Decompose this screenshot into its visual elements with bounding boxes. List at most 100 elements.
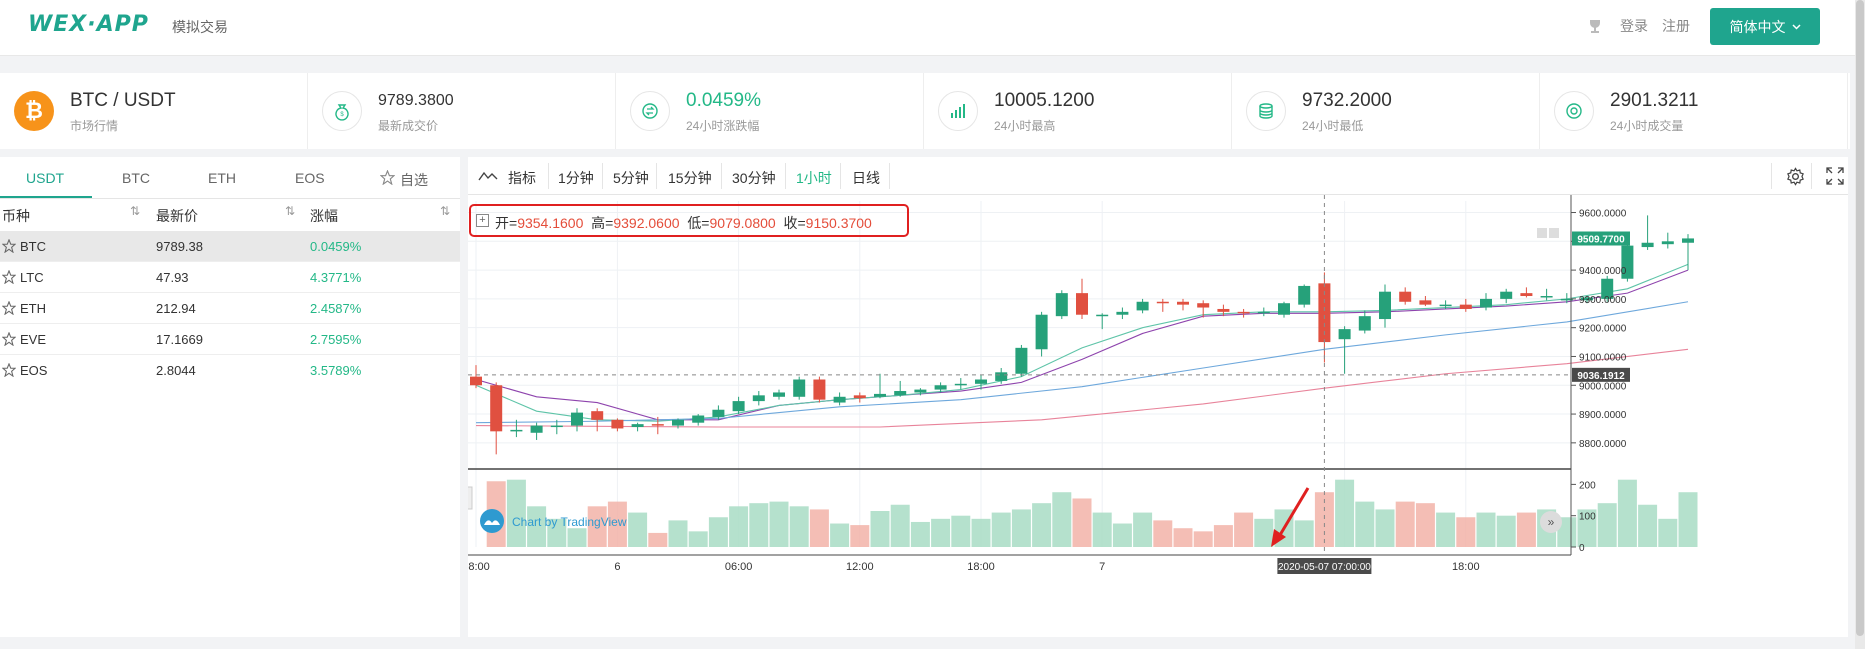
change-label: 24小时涨跌幅 bbox=[686, 119, 760, 133]
page-scrollbar-thumb[interactable] bbox=[1856, 0, 1864, 636]
ohlc-high-label: 高= bbox=[591, 215, 614, 231]
toolbar-divider bbox=[785, 163, 786, 189]
series-flag-icon bbox=[1537, 228, 1547, 238]
logo[interactable]: WEX·APP bbox=[28, 12, 149, 37]
coin-name: EVE bbox=[20, 332, 47, 347]
star-icon[interactable] bbox=[380, 170, 395, 185]
stat-last-price: $ 9789.3800 最新成交价 bbox=[308, 73, 616, 149]
volume-bar bbox=[850, 525, 870, 547]
fullscreen-icon[interactable] bbox=[1826, 167, 1844, 185]
candle-body bbox=[1682, 238, 1694, 243]
volume-bar bbox=[1516, 512, 1536, 547]
settings-gear-icon[interactable] bbox=[1786, 167, 1805, 186]
sort-icon[interactable]: ⇅ bbox=[285, 204, 296, 218]
volume-bar bbox=[971, 518, 991, 547]
stat-volume: 2901.3211 24小时成交量 bbox=[1540, 73, 1848, 149]
volume-bar bbox=[991, 512, 1011, 547]
tab-favorites[interactable]: 自选 bbox=[400, 172, 428, 188]
market-row-btc[interactable]: BTC 9789.38 0.0459% bbox=[0, 231, 460, 262]
candle-body bbox=[1035, 314, 1048, 350]
last-price-text: 9509.7700 bbox=[1577, 234, 1625, 245]
candle-body bbox=[1500, 291, 1513, 299]
market-list-panel: USDT BTC ETH EOS 自选 币种 ⇅ 最新价 ⇅ 涨幅 ⇅ BTC … bbox=[0, 157, 460, 637]
sort-icon[interactable]: ⇅ bbox=[130, 204, 141, 218]
last-price-label: 最新成交价 bbox=[378, 119, 439, 133]
candle-body bbox=[490, 385, 503, 432]
tab-usdt[interactable]: USDT bbox=[26, 170, 65, 186]
candle-body bbox=[1257, 311, 1270, 314]
star-icon[interactable] bbox=[2, 332, 16, 346]
chart-grid bbox=[468, 201, 1570, 547]
volume-bar bbox=[1597, 503, 1617, 547]
tab-btc[interactable]: BTC bbox=[122, 170, 150, 186]
star-icon[interactable] bbox=[2, 270, 16, 284]
market-row-ltc[interactable]: LTC 47.93 4.3771% bbox=[0, 262, 460, 293]
candle-body bbox=[651, 424, 664, 426]
trophy-icon[interactable] bbox=[1588, 18, 1602, 34]
candle-body bbox=[1661, 241, 1674, 245]
indicator-icon[interactable] bbox=[478, 170, 498, 182]
ohlc-open-label: 开= bbox=[495, 215, 518, 231]
volume-bar bbox=[729, 506, 749, 547]
market-row-eve[interactable]: EVE 17.1669 2.7595% bbox=[0, 324, 460, 355]
candle-body bbox=[510, 429, 523, 432]
collapse-handle bbox=[468, 486, 473, 510]
coin-change: 0.0459% bbox=[310, 239, 362, 254]
interval-15min[interactable]: 15分钟 bbox=[668, 170, 712, 186]
volume-bar bbox=[1638, 504, 1658, 547]
pair-name: BTC / USDT bbox=[70, 90, 176, 111]
coin-change: 2.4587% bbox=[310, 301, 362, 316]
register-link[interactable]: 注册 bbox=[1662, 18, 1690, 34]
last-price-value: 9789.3800 bbox=[378, 92, 454, 109]
candle-body bbox=[611, 419, 624, 429]
candle-body bbox=[934, 385, 947, 390]
time-axis-label: 06:00 bbox=[725, 561, 753, 573]
indicators-button[interactable]: 指标 bbox=[508, 170, 536, 186]
tab-eth[interactable]: ETH bbox=[208, 170, 236, 186]
volume-bar bbox=[1254, 518, 1274, 547]
interval-1hour[interactable]: 1小时 bbox=[796, 170, 832, 186]
login-link[interactable]: 登录 bbox=[1620, 18, 1648, 34]
sort-icon[interactable]: ⇅ bbox=[440, 204, 451, 218]
price-axis-label: 9000.0000 bbox=[1579, 381, 1627, 392]
coin-price: 17.1669 bbox=[156, 332, 203, 347]
interval-30min[interactable]: 30分钟 bbox=[732, 170, 776, 186]
market-row-eth[interactable]: ETH 212.94 2.4587% bbox=[0, 293, 460, 324]
active-tab-indicator bbox=[0, 196, 92, 198]
volume-bar bbox=[1456, 517, 1476, 547]
nav-simulated-trading[interactable]: 模拟交易 bbox=[172, 19, 228, 35]
market-tabs: USDT BTC ETH EOS 自选 bbox=[0, 157, 460, 199]
star-icon[interactable] bbox=[2, 239, 16, 253]
market-row-eos[interactable]: EOS 2.8044 3.5789% bbox=[0, 355, 460, 386]
candle-body bbox=[1136, 301, 1149, 311]
series-flag-icon bbox=[1549, 228, 1559, 238]
interval-5min[interactable]: 5分钟 bbox=[613, 170, 649, 186]
time-axis-label: 7 bbox=[1099, 561, 1105, 573]
candle-body bbox=[1480, 298, 1492, 308]
volume-bar bbox=[1112, 523, 1132, 547]
candle-body bbox=[1116, 311, 1129, 315]
interval-1min[interactable]: 1分钟 bbox=[558, 170, 594, 186]
candle-body bbox=[1217, 308, 1230, 312]
chart-panel: 指标 1分钟 5分钟 15分钟 30分钟 1小时 日线 9600.0000 950… bbox=[468, 157, 1848, 637]
star-icon[interactable] bbox=[2, 301, 16, 315]
ohlc-close: 9150.3700 bbox=[805, 215, 872, 231]
volume-bar bbox=[1092, 512, 1112, 547]
interval-daily[interactable]: 日线 bbox=[852, 170, 880, 186]
tab-eos[interactable]: EOS bbox=[295, 170, 325, 186]
ohlc-low-label: 低= bbox=[687, 215, 710, 231]
candle-body bbox=[571, 412, 583, 426]
money-bag-icon: $ bbox=[322, 91, 362, 131]
ohlc-high: 9392.0600 bbox=[613, 215, 680, 231]
coins-stack-icon bbox=[1246, 91, 1286, 131]
expand-legend-icon[interactable]: + bbox=[476, 214, 489, 227]
price-chart[interactable]: 9600.00009500.00009400.00009300.00009200… bbox=[468, 195, 1848, 637]
language-button[interactable]: 简体中文 bbox=[1710, 8, 1820, 45]
candlestick-series bbox=[470, 215, 1694, 455]
volume-bar bbox=[1415, 503, 1435, 547]
volume-bar bbox=[809, 509, 829, 547]
coin-name: EOS bbox=[20, 363, 48, 378]
crosshair-time-tag bbox=[1277, 558, 1372, 574]
volume-bar bbox=[910, 521, 930, 547]
star-icon[interactable] bbox=[2, 363, 16, 377]
